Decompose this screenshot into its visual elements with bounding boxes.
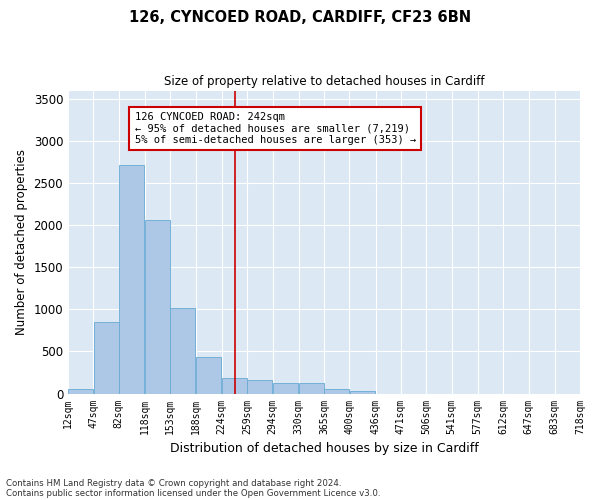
Text: Contains HM Land Registry data © Crown copyright and database right 2024.: Contains HM Land Registry data © Crown c… bbox=[6, 478, 341, 488]
X-axis label: Distribution of detached houses by size in Cardiff: Distribution of detached houses by size … bbox=[170, 442, 478, 455]
Bar bbox=[299, 384, 324, 394]
Bar bbox=[196, 356, 221, 394]
Bar bbox=[119, 164, 144, 394]
Bar bbox=[94, 322, 119, 394]
Bar bbox=[145, 220, 170, 394]
Bar bbox=[222, 378, 247, 394]
Bar bbox=[247, 380, 272, 394]
Bar bbox=[350, 391, 374, 394]
Bar bbox=[68, 390, 93, 394]
Text: 126 CYNCOED ROAD: 242sqm
← 95% of detached houses are smaller (7,219)
5% of semi: 126 CYNCOED ROAD: 242sqm ← 95% of detach… bbox=[134, 112, 416, 145]
Text: 126, CYNCOED ROAD, CARDIFF, CF23 6BN: 126, CYNCOED ROAD, CARDIFF, CF23 6BN bbox=[129, 10, 471, 25]
Y-axis label: Number of detached properties: Number of detached properties bbox=[15, 149, 28, 335]
Title: Size of property relative to detached houses in Cardiff: Size of property relative to detached ho… bbox=[164, 75, 484, 88]
Bar bbox=[170, 308, 196, 394]
Bar bbox=[324, 390, 349, 394]
Text: Contains public sector information licensed under the Open Government Licence v3: Contains public sector information licen… bbox=[6, 488, 380, 498]
Bar bbox=[273, 384, 298, 394]
